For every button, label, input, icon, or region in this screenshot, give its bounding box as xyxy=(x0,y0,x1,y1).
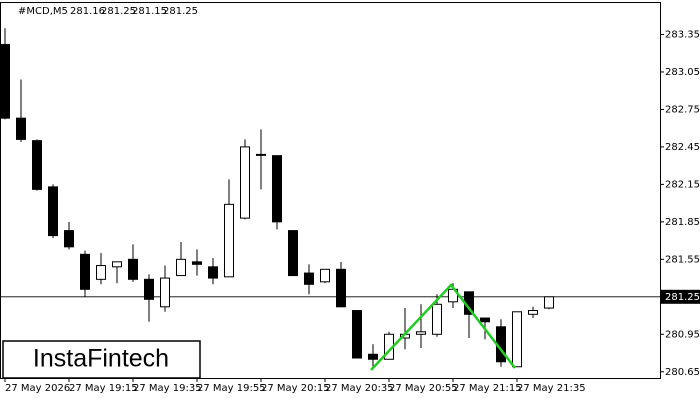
candle-body xyxy=(368,353,378,360)
header: #MCD,M5 xyxy=(18,6,68,17)
y-tick-label: 282.15 xyxy=(665,179,700,190)
x-tick-label: 27 May 20:55 xyxy=(389,383,458,394)
candle-body xyxy=(256,153,266,156)
y-tick-label: 283.05 xyxy=(665,67,700,78)
y-tick-label: 283.35 xyxy=(665,29,700,40)
y-tick-label: 281.55 xyxy=(665,254,700,265)
candle-body xyxy=(32,140,42,190)
header-value: 281.25 xyxy=(163,6,198,17)
candle-body xyxy=(0,43,10,119)
candle-body xyxy=(96,265,106,280)
y-tick-label: 280.65 xyxy=(665,367,700,378)
chart-title: #MCD,M5 xyxy=(18,6,68,17)
current-price-box xyxy=(661,289,700,304)
watermark-box xyxy=(2,340,201,379)
x-tick-label: 27 May 2026 xyxy=(5,383,70,394)
header-value: 281.16 xyxy=(70,6,105,17)
y-tick-label: 280.95 xyxy=(665,329,700,340)
x-tick-label: 27 May 20:35 xyxy=(325,383,394,394)
y-tick-label: 281.85 xyxy=(665,217,700,228)
candle-body xyxy=(320,268,330,283)
candle-body xyxy=(528,310,538,315)
candle-body xyxy=(288,230,298,277)
candle-body xyxy=(80,253,90,290)
plot-frame xyxy=(0,2,661,379)
candle-body xyxy=(240,146,250,219)
x-tick-label: 27 May 19:35 xyxy=(133,383,202,394)
candle-body xyxy=(272,155,282,223)
x-tick-label: 27 May 19:55 xyxy=(197,383,266,394)
x-tick-label: 27 May 21:35 xyxy=(517,383,586,394)
x-tick-label: 27 May 20:15 xyxy=(261,383,330,394)
pattern-line xyxy=(370,283,516,371)
candle-body xyxy=(16,117,26,140)
candle-body xyxy=(352,310,362,359)
x-tick-label: 27 May 21:15 xyxy=(453,383,522,394)
candle-body xyxy=(432,303,442,335)
candle-body xyxy=(512,311,522,368)
candle-body xyxy=(144,278,154,300)
watermark: InstaFintech xyxy=(33,345,169,373)
header-value: 281.25 xyxy=(101,6,136,17)
candle-body xyxy=(128,258,138,280)
candle-body xyxy=(112,261,122,268)
y-tick-label: 282.45 xyxy=(665,142,700,153)
x-tick-label: 27 May 19:15 xyxy=(69,383,138,394)
candle-body xyxy=(336,268,346,308)
y-tick-label: 282.75 xyxy=(665,104,700,115)
current-price-label: 281.25 xyxy=(665,292,700,303)
candle-body xyxy=(224,203,234,278)
candle-body xyxy=(304,272,314,285)
candle-body xyxy=(544,296,554,309)
candle-body xyxy=(64,230,74,248)
candle-body xyxy=(192,261,202,265)
candle-body xyxy=(208,266,218,279)
candle-body xyxy=(160,277,170,308)
candle-body xyxy=(48,186,58,237)
candle-body xyxy=(416,331,426,335)
candle-body xyxy=(480,317,490,323)
header-value: 281.15 xyxy=(132,6,167,17)
candle-body xyxy=(176,258,186,277)
